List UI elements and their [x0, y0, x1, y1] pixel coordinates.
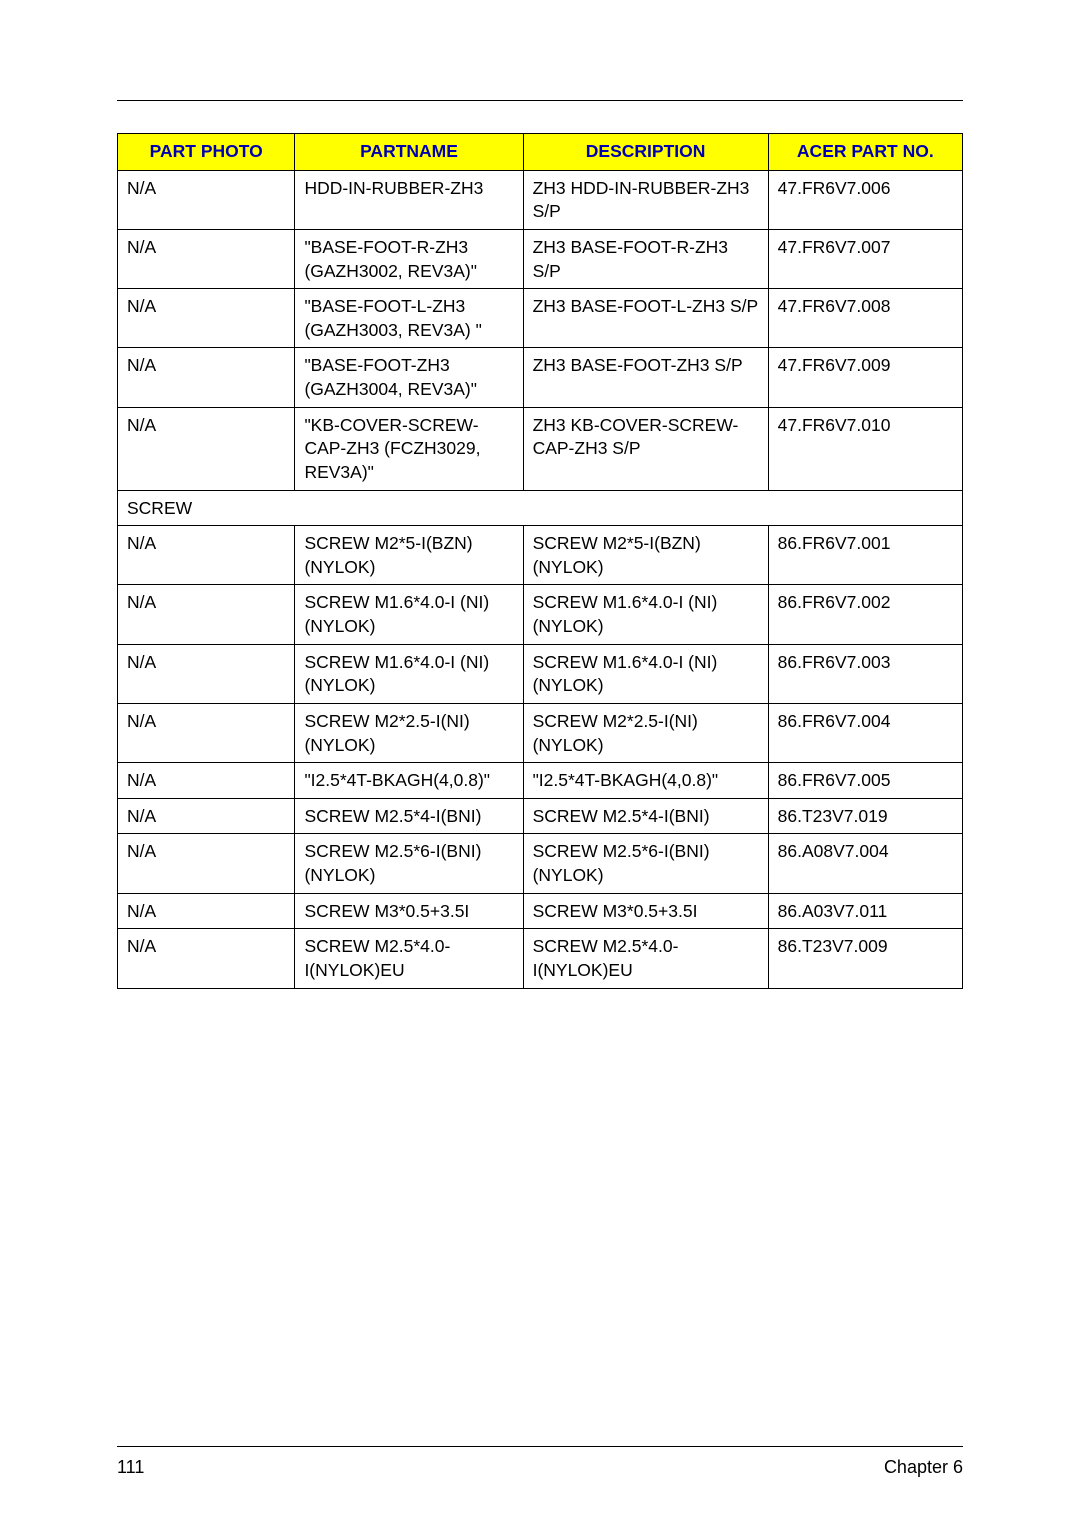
- table-row: N/ASCREW M2.5*4-I(BNI)SCREW M2.5*4-I(BNI…: [118, 798, 963, 834]
- cell-part: 47.FR6V7.008: [768, 289, 962, 348]
- col-header-photo: PART PHOTO: [118, 134, 295, 171]
- cell-photo: N/A: [118, 834, 295, 893]
- cell-name: SCREW M2*2.5-I(NI)(NYLOK): [295, 703, 523, 762]
- page-footer: 111 Chapter 6: [117, 1446, 963, 1478]
- cell-desc: SCREW M2.5*4.0-I(NYLOK)EU: [523, 929, 768, 988]
- cell-desc: SCREW M2*2.5-I(NI)(NYLOK): [523, 703, 768, 762]
- cell-photo: N/A: [118, 170, 295, 229]
- table-row: SCREW: [118, 490, 963, 526]
- cell-name: HDD-IN-RUBBER-ZH3: [295, 170, 523, 229]
- cell-name: SCREW M1.6*4.0-I (NI)(NYLOK): [295, 644, 523, 703]
- cell-part: 86.A03V7.011: [768, 893, 962, 929]
- parts-table: PART PHOTO PARTNAME DESCRIPTION ACER PAR…: [117, 133, 963, 989]
- cell-desc: "I2.5*4T-BKAGH(4,0.8)": [523, 763, 768, 799]
- cell-part: 86.T23V7.009: [768, 929, 962, 988]
- cell-name: "KB-COVER-SCREW-CAP-ZH3 (FCZH3029, REV3A…: [295, 407, 523, 490]
- cell-desc: ZH3 BASE-FOOT-L-ZH3 S/P: [523, 289, 768, 348]
- cell-desc: SCREW M2*5-I(BZN)(NYLOK): [523, 526, 768, 585]
- parts-table-header: PART PHOTO PARTNAME DESCRIPTION ACER PAR…: [118, 134, 963, 171]
- cell-part: 47.FR6V7.006: [768, 170, 962, 229]
- table-row: N/A"BASE-FOOT-L-ZH3 (GAZH3003, REV3A) "Z…: [118, 289, 963, 348]
- cell-photo: N/A: [118, 407, 295, 490]
- cell-desc: SCREW M3*0.5+3.5I: [523, 893, 768, 929]
- table-row: N/ASCREW M2*2.5-I(NI)(NYLOK)SCREW M2*2.5…: [118, 703, 963, 762]
- cell-photo: N/A: [118, 798, 295, 834]
- table-row: N/A"BASE-FOOT-ZH3 (GAZH3004, REV3A)"ZH3 …: [118, 348, 963, 407]
- cell-name: "BASE-FOOT-L-ZH3 (GAZH3003, REV3A) ": [295, 289, 523, 348]
- cell-desc: ZH3 BASE-FOOT-R-ZH3 S/P: [523, 229, 768, 288]
- cell-photo: N/A: [118, 763, 295, 799]
- section-cell: SCREW: [118, 490, 963, 526]
- cell-name: SCREW M2*5-I(BZN)(NYLOK): [295, 526, 523, 585]
- cell-photo: N/A: [118, 348, 295, 407]
- page-number: 111: [117, 1457, 144, 1478]
- cell-part: 86.FR6V7.005: [768, 763, 962, 799]
- cell-desc: ZH3 BASE-FOOT-ZH3 S/P: [523, 348, 768, 407]
- cell-desc: SCREW M1.6*4.0-I (NI)(NYLOK): [523, 585, 768, 644]
- top-rule: [117, 100, 963, 101]
- table-row: N/A"BASE-FOOT-R-ZH3 (GAZH3002, REV3A)"ZH…: [118, 229, 963, 288]
- cell-photo: N/A: [118, 893, 295, 929]
- col-header-name: PARTNAME: [295, 134, 523, 171]
- parts-table-body: N/AHDD-IN-RUBBER-ZH3ZH3 HDD-IN-RUBBER-ZH…: [118, 170, 963, 988]
- cell-part: 86.A08V7.004: [768, 834, 962, 893]
- cell-part: 86.FR6V7.003: [768, 644, 962, 703]
- cell-desc: SCREW M2.5*4-I(BNI): [523, 798, 768, 834]
- cell-name: SCREW M3*0.5+3.5I: [295, 893, 523, 929]
- cell-photo: N/A: [118, 703, 295, 762]
- cell-desc: ZH3 HDD-IN-RUBBER-ZH3 S/P: [523, 170, 768, 229]
- cell-name: "I2.5*4T-BKAGH(4,0.8)": [295, 763, 523, 799]
- table-row: N/ASCREW M3*0.5+3.5ISCREW M3*0.5+3.5I86.…: [118, 893, 963, 929]
- cell-name: SCREW M2.5*6-I(BNI)(NYLOK): [295, 834, 523, 893]
- cell-part: 86.FR6V7.001: [768, 526, 962, 585]
- cell-desc: SCREW M1.6*4.0-I (NI)(NYLOK): [523, 644, 768, 703]
- cell-name: SCREW M2.5*4.0-I(NYLOK)EU: [295, 929, 523, 988]
- cell-name: SCREW M2.5*4-I(BNI): [295, 798, 523, 834]
- col-header-desc: DESCRIPTION: [523, 134, 768, 171]
- cell-part: 47.FR6V7.007: [768, 229, 962, 288]
- page-container: PART PHOTO PARTNAME DESCRIPTION ACER PAR…: [0, 0, 1080, 1528]
- cell-part: 86.FR6V7.004: [768, 703, 962, 762]
- cell-part: 47.FR6V7.010: [768, 407, 962, 490]
- cell-name: SCREW M1.6*4.0-I (NI)(NYLOK): [295, 585, 523, 644]
- cell-photo: N/A: [118, 585, 295, 644]
- cell-photo: N/A: [118, 644, 295, 703]
- table-row: N/ASCREW M2.5*6-I(BNI)(NYLOK)SCREW M2.5*…: [118, 834, 963, 893]
- cell-photo: N/A: [118, 929, 295, 988]
- cell-part: 47.FR6V7.009: [768, 348, 962, 407]
- table-row: N/A"KB-COVER-SCREW-CAP-ZH3 (FCZH3029, RE…: [118, 407, 963, 490]
- table-row: N/ASCREW M2.5*4.0-I(NYLOK)EUSCREW M2.5*4…: [118, 929, 963, 988]
- cell-name: "BASE-FOOT-ZH3 (GAZH3004, REV3A)": [295, 348, 523, 407]
- table-row: N/ASCREW M1.6*4.0-I (NI)(NYLOK)SCREW M1.…: [118, 644, 963, 703]
- table-row: N/AHDD-IN-RUBBER-ZH3ZH3 HDD-IN-RUBBER-ZH…: [118, 170, 963, 229]
- cell-desc: SCREW M2.5*6-I(BNI)(NYLOK): [523, 834, 768, 893]
- table-row: N/A"I2.5*4T-BKAGH(4,0.8)""I2.5*4T-BKAGH(…: [118, 763, 963, 799]
- cell-part: 86.FR6V7.002: [768, 585, 962, 644]
- cell-name: "BASE-FOOT-R-ZH3 (GAZH3002, REV3A)": [295, 229, 523, 288]
- cell-photo: N/A: [118, 526, 295, 585]
- cell-desc: ZH3 KB-COVER-SCREW-CAP-ZH3 S/P: [523, 407, 768, 490]
- table-row: N/ASCREW M1.6*4.0-I (NI)(NYLOK)SCREW M1.…: [118, 585, 963, 644]
- cell-part: 86.T23V7.019: [768, 798, 962, 834]
- header-row: PART PHOTO PARTNAME DESCRIPTION ACER PAR…: [118, 134, 963, 171]
- cell-photo: N/A: [118, 229, 295, 288]
- cell-photo: N/A: [118, 289, 295, 348]
- col-header-part: ACER PART NO.: [768, 134, 962, 171]
- chapter-label: Chapter 6: [884, 1457, 963, 1478]
- table-row: N/ASCREW M2*5-I(BZN)(NYLOK)SCREW M2*5-I(…: [118, 526, 963, 585]
